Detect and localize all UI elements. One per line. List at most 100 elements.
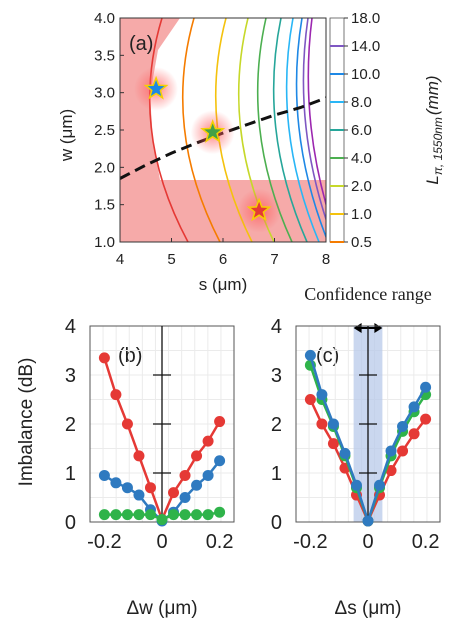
- colorbar-tick-label: 8.0: [351, 94, 372, 111]
- colorbar-tick-label: 4.0: [351, 150, 372, 167]
- panel-c-data-point: [316, 389, 328, 401]
- panel-c-ytick-label: 4: [271, 316, 282, 338]
- panel-b-data-point: [144, 482, 156, 494]
- contour-line: [295, 18, 326, 240]
- panel-b-data-point: [202, 435, 214, 447]
- svg-text:Lπ, 1550nm(mm): Lπ, 1550nm (mm): [423, 75, 445, 184]
- panel-b-data-point: [202, 469, 214, 481]
- panel-b-ytick-label: 2: [65, 414, 76, 436]
- panel-c-ytick-label: 1: [271, 463, 282, 485]
- panel-c-data-point: [339, 447, 351, 459]
- panel-c-xtick-label: -0.2: [293, 531, 327, 553]
- panel-c-data-point: [408, 401, 420, 413]
- colorbar-tick-label: 10.0: [351, 66, 380, 83]
- panel-c-data-point: [362, 515, 374, 527]
- panel-a-ytick-label: 3.5: [94, 47, 115, 64]
- panel-c-data-point: [397, 420, 409, 432]
- panel-b-ytick-label: 3: [65, 365, 76, 387]
- panel-a-xtick-label: 4: [116, 251, 124, 268]
- contour-line: [307, 18, 326, 208]
- panel-b-data-point: [133, 509, 145, 521]
- contour-line: [285, 18, 320, 242]
- colorbar-tick-label: 0.5: [351, 234, 372, 251]
- panel-b-label: (b): [118, 345, 142, 367]
- panel-c-data-point: [397, 445, 409, 457]
- panel-c-ytick-label: 3: [271, 365, 282, 387]
- colorbar-label-sub: π, 1550nm: [431, 117, 445, 175]
- panel-b-xtick-label: 0.2: [206, 531, 234, 553]
- panel-c-label: (c): [316, 345, 339, 367]
- panel-c-data-point: [408, 428, 420, 440]
- panel-a-xtick-label: 8: [322, 251, 330, 268]
- panel-b-data-point: [98, 509, 110, 521]
- panel-b-data-point: [168, 509, 180, 521]
- confidence-range-annotation: Confidence range: [304, 284, 431, 304]
- panel-c-data-point: [304, 349, 316, 361]
- colorbar-tick-label: 18.0: [351, 10, 380, 27]
- panel-b-data-point: [110, 477, 122, 489]
- panel-c-data-point: [420, 413, 432, 425]
- design-point-star: [246, 197, 272, 222]
- panel-c-data-point: [420, 381, 432, 393]
- panel-b-data-point: [168, 487, 180, 499]
- panel-a-ytick-label: 2.5: [94, 122, 115, 139]
- panel-b-data-point: [191, 509, 203, 521]
- panel-b-data-point: [110, 389, 122, 401]
- colorbar-tick-label: 14.0: [351, 38, 380, 55]
- panel-c-ytick-label: 0: [271, 512, 282, 534]
- panel-b-xlabel: Δw (μm): [126, 598, 197, 619]
- panel-b-ytick-label: 0: [65, 512, 76, 534]
- panel-c-data-point: [327, 418, 339, 430]
- colorbar-tick-label: 6.0: [351, 122, 372, 139]
- colorbar-label: Lπ, 1550nm (mm): [423, 75, 445, 184]
- panel-a-ytick-label: 2.0: [94, 159, 115, 176]
- panel-c-data-point: [374, 479, 386, 491]
- panel-b-data-point: [214, 455, 226, 467]
- panel-b-data-point: [110, 509, 122, 521]
- panel-a-ytick-label: 1.0: [94, 234, 115, 251]
- colorbar-label-main: L: [423, 175, 442, 184]
- panel-c: (c) Δs (μm) Confidence range 0 1 2 3 4 -0.2 0 0…: [271, 284, 441, 619]
- panel-b-data-point: [179, 469, 191, 481]
- panel-a-ylabel: w (μm): [57, 109, 76, 162]
- panel-b-data-point: [214, 416, 226, 428]
- contour-line: [181, 18, 221, 242]
- panel-a-ytick-label: 3.0: [94, 85, 115, 102]
- colorbar-tick-label: 2.0: [351, 178, 372, 195]
- panel-b-data-point: [214, 506, 226, 518]
- panel-b-data-point: [133, 489, 145, 501]
- panel-b-data-point: [121, 482, 133, 494]
- panel-a: (a) 4 5 6 7 8 1.0 1.5 2.0 2.5 3.0 3.5 4.0 s (μm) w …: [57, 10, 445, 294]
- contour-line: [272, 18, 308, 242]
- panel-c-data-point: [385, 465, 397, 477]
- panel-a-xtick-label: 7: [270, 251, 278, 268]
- panel-a-label: (a): [129, 33, 153, 55]
- panel-b-data-point: [202, 509, 214, 521]
- panel-b-data-point: [156, 514, 168, 526]
- panel-b-xtick-label: 0: [156, 531, 167, 553]
- panel-a-xtick-label: 6: [219, 251, 227, 268]
- panel-c-data-point: [327, 438, 339, 450]
- panel-b-data-point: [121, 509, 133, 521]
- panel-b-data-point: [98, 352, 110, 364]
- panel-b-xtick-label: -0.2: [87, 531, 121, 553]
- panel-b: (b) Imbalance (dB) Δw (μm) 0 1 2 3 4 -0.2 0 0.2: [16, 316, 235, 619]
- panel-c-xtick-label: 0.2: [412, 531, 440, 553]
- panel-c-ytick-label: 2: [271, 414, 282, 436]
- panel-c-xlabel: Δs (μm): [335, 598, 402, 619]
- panel-b-data-point: [121, 418, 133, 430]
- panel-b-data-point: [98, 469, 110, 481]
- panel-b-data-point: [133, 450, 145, 462]
- panel-b-ytick-label: 1: [65, 463, 76, 485]
- design-point-star: [200, 119, 226, 143]
- contour-line: [148, 18, 189, 242]
- panel-c-data-point: [350, 479, 362, 491]
- panel-c-xtick-label: 0: [362, 531, 373, 553]
- panel-b-data-point: [179, 509, 191, 521]
- panel-b-data-point: [191, 450, 203, 462]
- panel-a-xlabel: s (μm): [199, 275, 248, 294]
- panel-a-low-region: [120, 18, 326, 242]
- panel-b-data-point: [179, 492, 191, 503]
- colorbar-label-unit: (mm): [423, 75, 442, 115]
